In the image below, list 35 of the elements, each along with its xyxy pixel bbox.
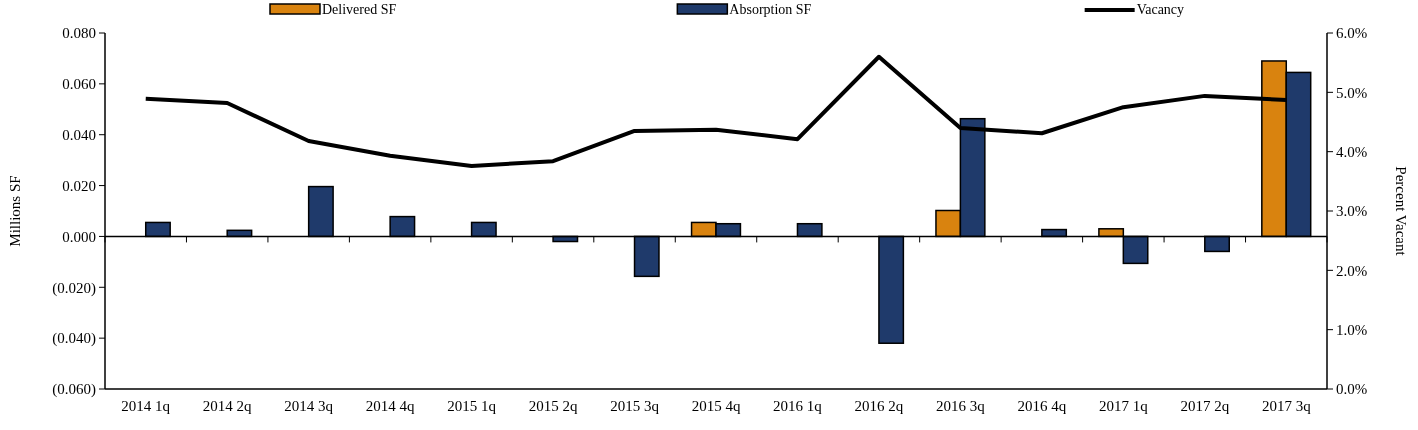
y-tick-label: 0.000: [62, 228, 96, 245]
x-tick-label: 2016 4q: [1017, 398, 1067, 414]
y2-tick-label: 6.0%: [1336, 25, 1368, 42]
y-axis-title: Millions SF: [7, 175, 23, 247]
y2-tick-label: 4.0%: [1336, 143, 1368, 160]
y2-tick-label: 3.0%: [1336, 203, 1368, 220]
legend-label: Delivered SF: [322, 2, 397, 17]
y-tick-label: 0.060: [62, 76, 96, 93]
x-tick-label: 2016 3q: [936, 398, 986, 414]
y2-tick-label: 1.0%: [1336, 321, 1368, 338]
x-tick-label: 2014 2q: [202, 398, 253, 414]
x-tick-label: 2015 4q: [691, 398, 741, 414]
y-tick-label: (0.020): [52, 279, 96, 297]
y-tick-label: 0.020: [62, 177, 96, 194]
x-tick-label: 2016 1q: [773, 398, 823, 414]
y2-axis-title: Percent Vacant: [1393, 166, 1409, 257]
y2-tick-label: 2.0%: [1336, 262, 1368, 279]
y-tick-label: (0.040): [52, 330, 96, 348]
x-tick-label: 2015 1q: [447, 398, 497, 414]
y-tick-label: (0.060): [52, 381, 96, 399]
x-tick-label: 2016 2q: [854, 398, 904, 414]
x-tick-label: 2015 2q: [528, 398, 578, 414]
x-tick-label: 2014 3q: [284, 398, 334, 414]
y2-tick-label: 0.0%: [1336, 381, 1368, 398]
x-tick-label: 2015 3q: [610, 398, 660, 414]
y-tick-label: 0.040: [62, 126, 96, 143]
x-tick-label: 2017 2q: [1180, 398, 1230, 414]
x-tick-label: 2014 4q: [365, 398, 416, 414]
x-tick-label: 2017 3q: [1261, 398, 1312, 414]
y2-tick-label: 5.0%: [1336, 84, 1368, 101]
y-tick-label: 0.080: [62, 25, 96, 42]
x-tick-label: 2014 1q: [121, 398, 171, 414]
x-tick-label: 2017 1q: [1098, 398, 1149, 414]
legend-label: Vacancy: [1136, 2, 1185, 17]
legend-label: Absorption SF: [729, 2, 812, 17]
